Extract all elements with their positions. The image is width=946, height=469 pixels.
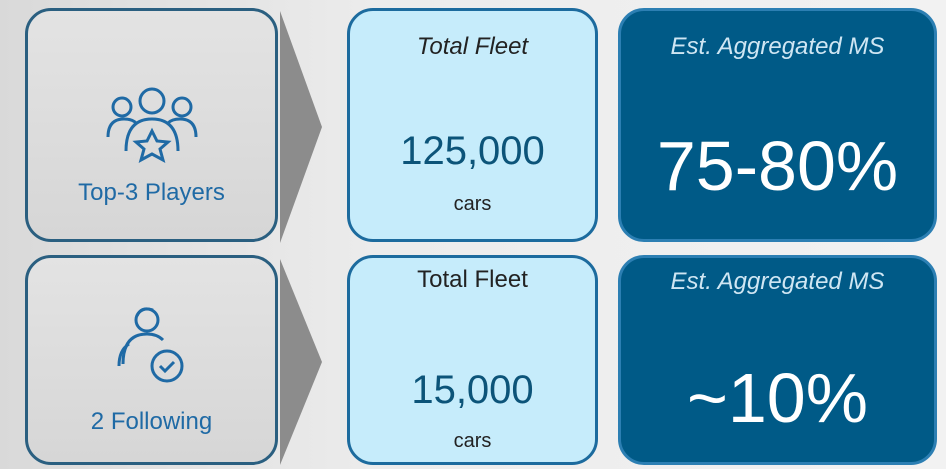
fleet-title: Total Fleet (417, 266, 528, 293)
fleet-value: 15,000 (411, 368, 534, 412)
ms-title: Est. Aggregated MS (670, 268, 885, 295)
fleet-value: 125,000 (400, 129, 545, 173)
player-box: 2 Following (25, 255, 278, 465)
player-label: Top-3 Players (78, 179, 225, 206)
ms-value: 75-80% (656, 127, 899, 205)
chevron (280, 11, 322, 243)
fleet-box: Total Fleet 15,000 cars (347, 255, 598, 465)
fleet-box: Total Fleet 125,000 cars (347, 8, 598, 242)
chevron (280, 259, 322, 465)
fleet-unit: cars (453, 193, 492, 215)
fleet-unit: cars (453, 430, 492, 452)
ms-box: Est. Aggregated MS ~10% (618, 255, 937, 465)
group-icon (106, 87, 197, 164)
user-check-icon (117, 307, 183, 383)
fleet-title: Total Fleet (416, 33, 529, 60)
player-label: 2 Following (90, 408, 213, 435)
ms-value: ~10% (687, 359, 868, 437)
player-box: Top-3 Players (25, 8, 278, 242)
ms-box: Est. Aggregated MS 75-80% (618, 8, 937, 242)
ms-title: Est. Aggregated MS (670, 33, 885, 60)
